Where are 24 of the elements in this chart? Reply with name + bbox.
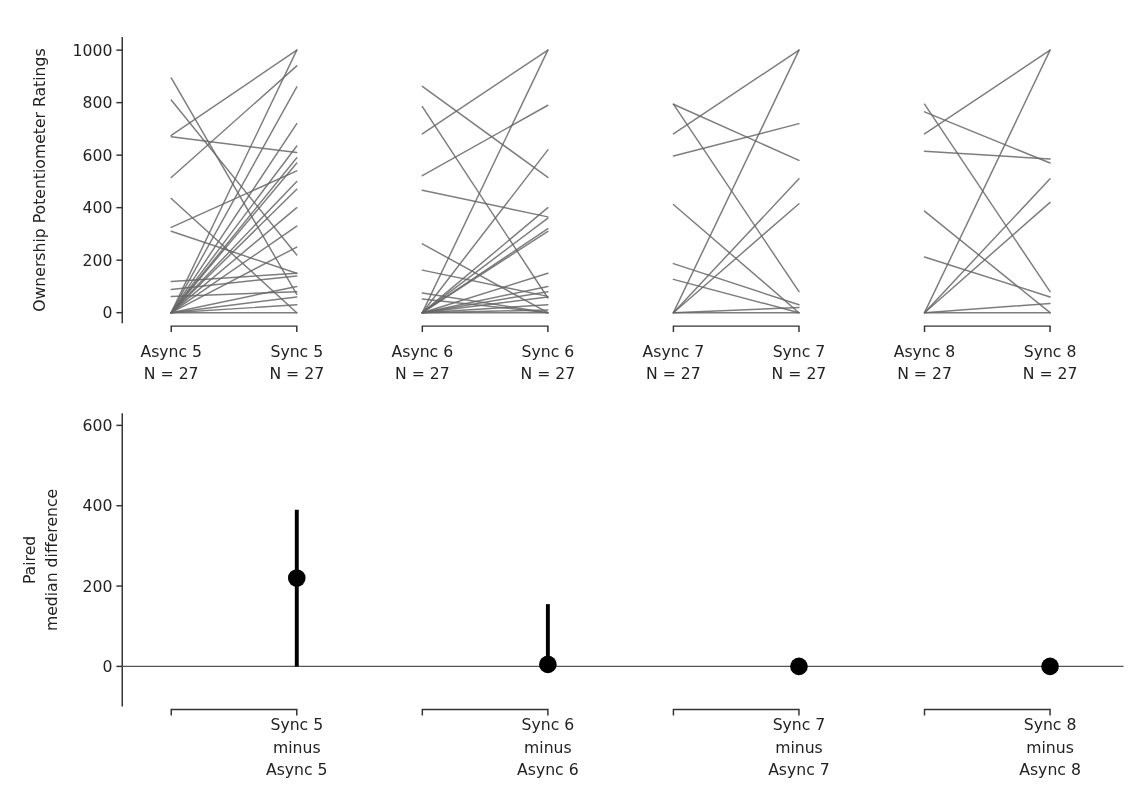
x-tick-label: Sync 8 minus Async 8 [1019, 715, 1081, 780]
y-tick-label: 200 [82, 250, 113, 270]
x-tick-label: Async 6 N = 27 [391, 342, 454, 384]
y-axis-title: Ownership Potentiometer Ratings [29, 48, 49, 312]
y-tick-label: 400 [82, 496, 113, 516]
y-tick-label: 0 [102, 303, 113, 323]
y-tick-label: 200 [82, 576, 113, 596]
x-tick-label: Sync 6 N = 27 [520, 342, 576, 384]
x-tick-label: Sync 7 minus Async 7 [768, 715, 830, 780]
y-tick-label: 600 [82, 145, 113, 165]
x-tick-label: Sync 6 minus Async 6 [517, 715, 579, 780]
y-tick-label: 800 [82, 93, 113, 113]
y-tick-label: 1000 [72, 40, 113, 60]
x-tick-label: Sync 7 N = 27 [771, 342, 827, 384]
x-tick-label: Async 8 N = 27 [893, 342, 956, 384]
x-tick-label: Sync 5 N = 27 [269, 342, 325, 384]
y-tick-label: 0 [102, 656, 113, 676]
x-tick-label: Async 5 N = 27 [140, 342, 203, 384]
y-tick-label: 600 [82, 415, 113, 435]
x-tick-label: Sync 8 N = 27 [1022, 342, 1078, 384]
x-tick-label: Async 7 N = 27 [642, 342, 705, 384]
y-axis-title: Paired median difference [20, 488, 61, 632]
y-tick-label: 400 [82, 198, 113, 218]
x-tick-label: Sync 5 minus Async 5 [265, 715, 328, 780]
